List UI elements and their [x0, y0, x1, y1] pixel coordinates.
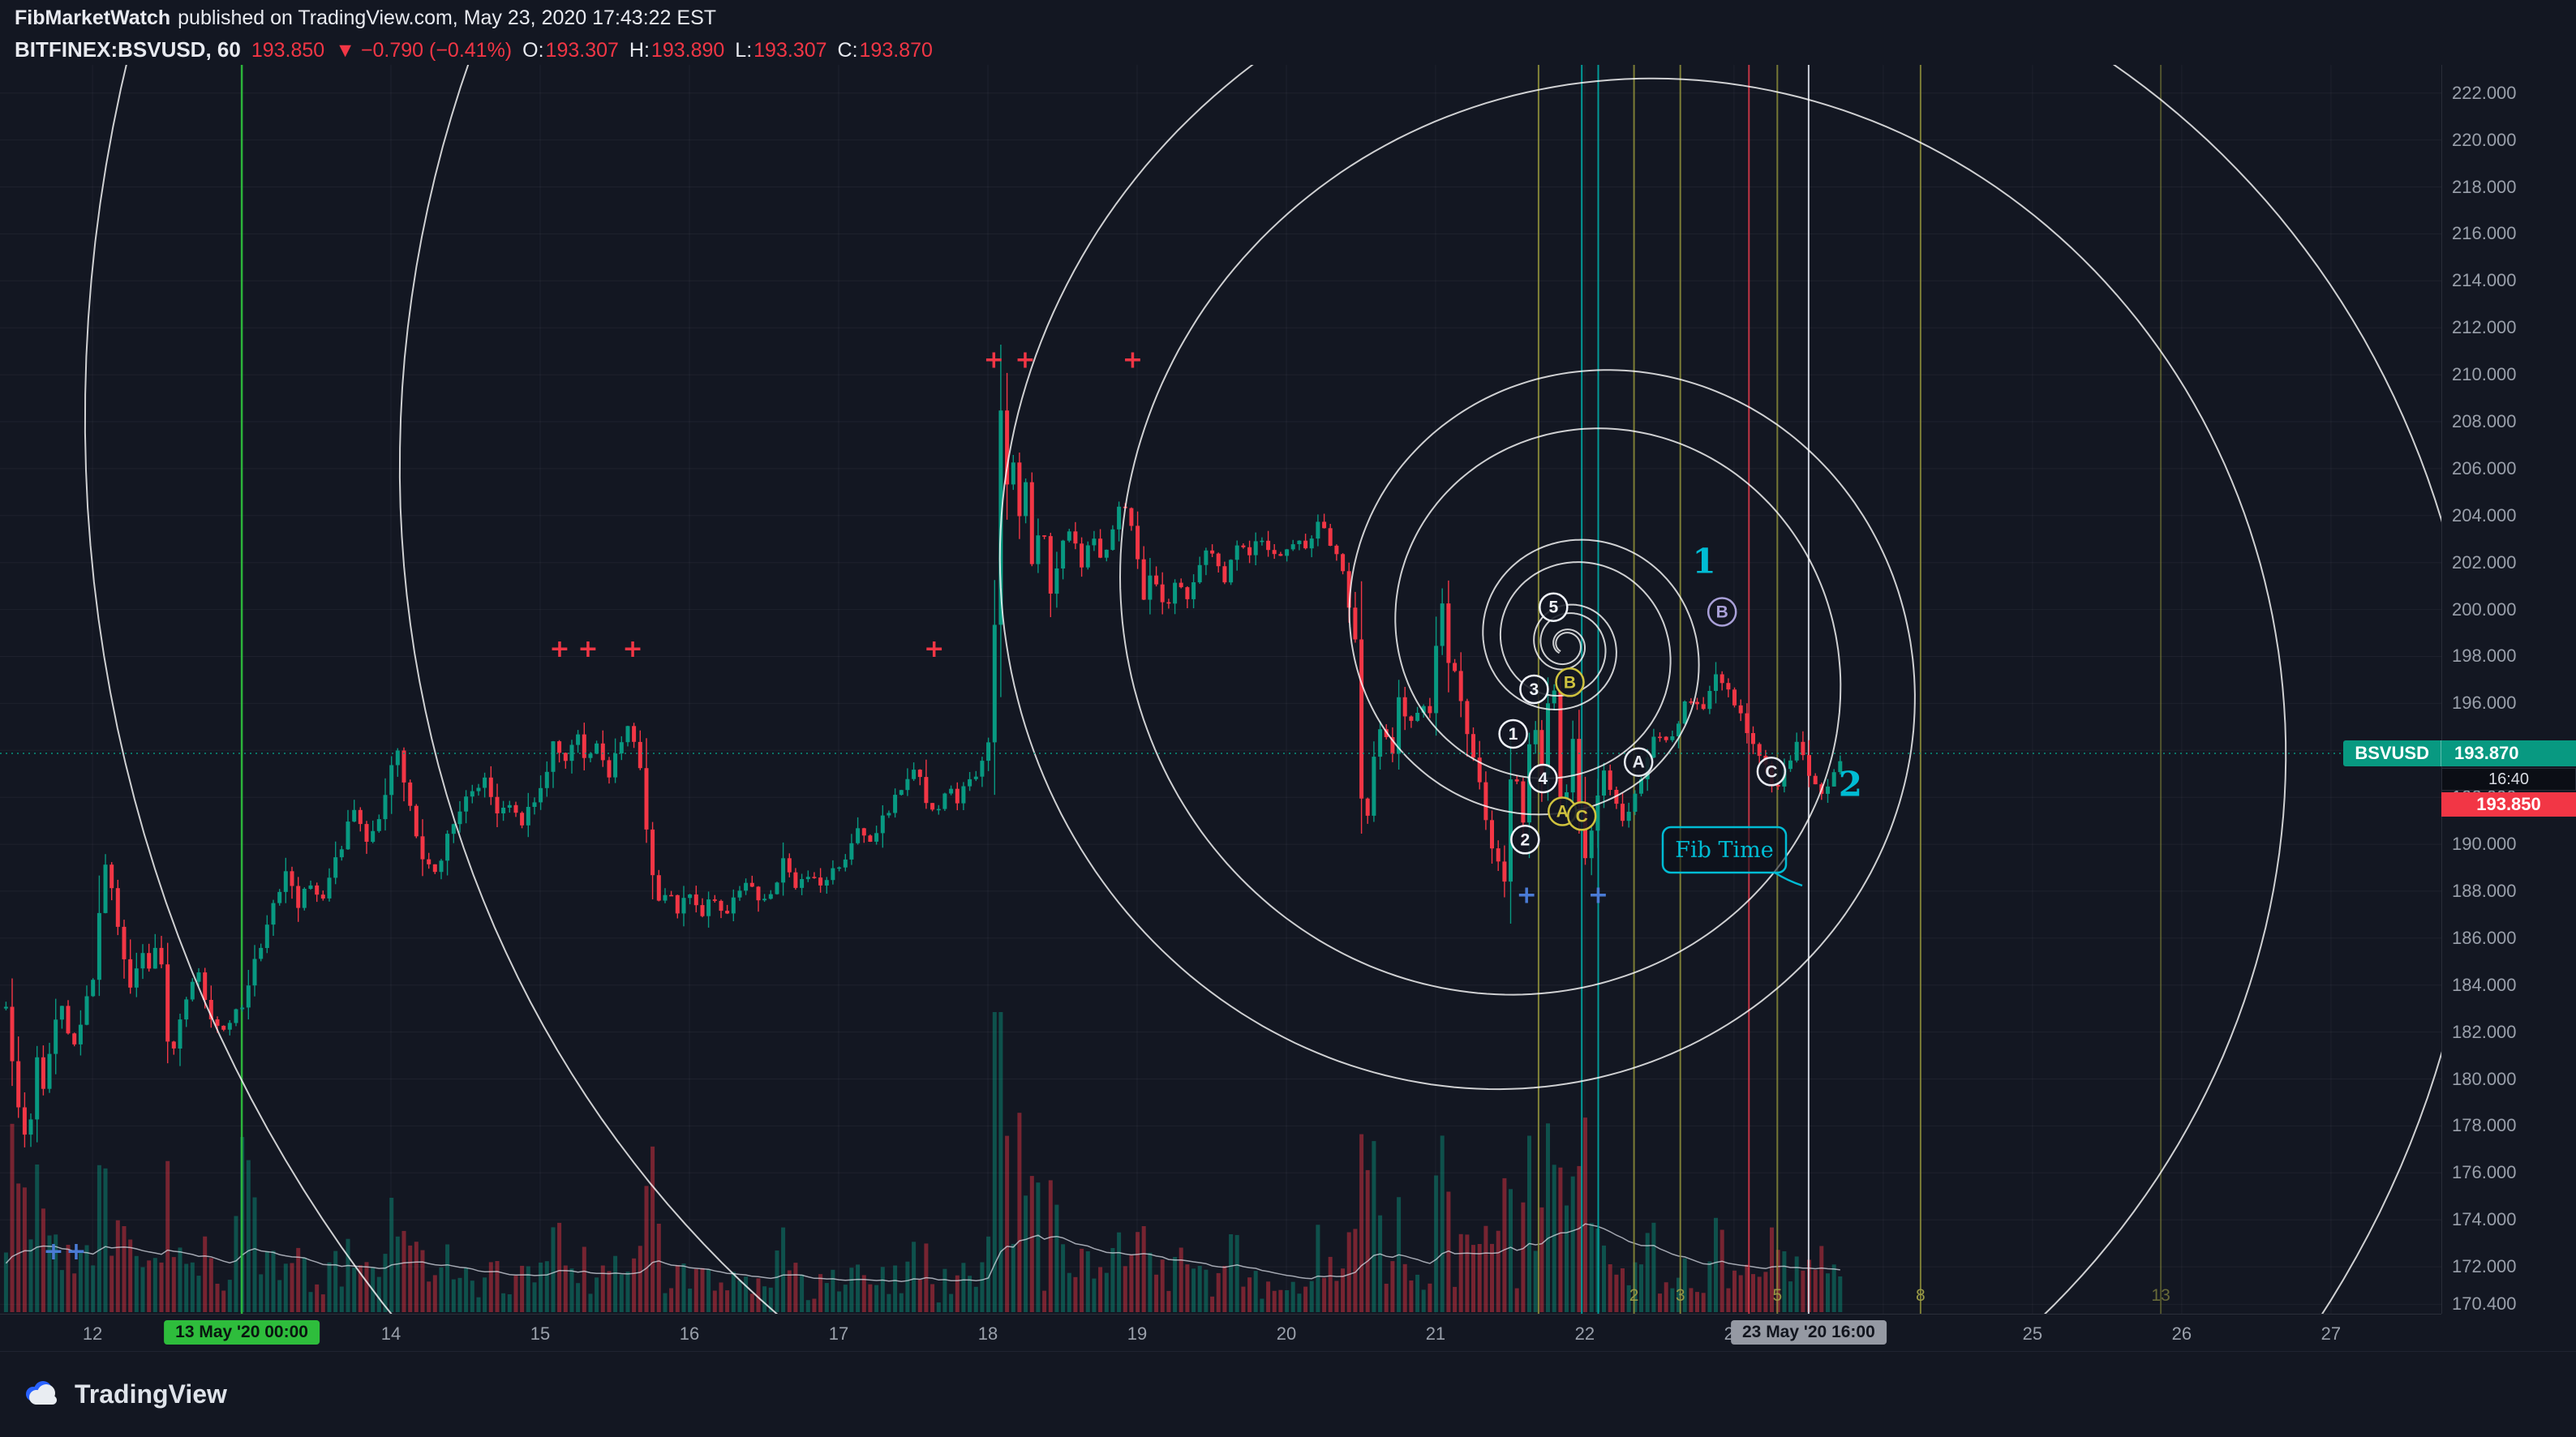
price-change: ▼ −0.790 (−0.41%) — [335, 39, 513, 62]
price-tick-label: 186.000 — [2452, 927, 2517, 948]
time-tick-label: 19 — [1127, 1323, 1148, 1344]
svg-text:+: + — [43, 1238, 63, 1266]
svg-text:1: 1 — [1509, 725, 1518, 744]
svg-text:2: 2 — [1520, 830, 1530, 849]
svg-text:2: 2 — [1629, 1286, 1639, 1305]
price-tick-label: 208.000 — [2452, 411, 2517, 431]
price-tick-label: 182.000 — [2452, 1021, 2517, 1042]
price-tick-label: 200.000 — [2452, 598, 2517, 620]
high-label: H: — [629, 39, 650, 62]
svg-text:2: 2 — [1839, 765, 1862, 804]
time-tick-label: 14 — [380, 1323, 401, 1344]
price-tick-label: 176.000 — [2452, 1162, 2517, 1183]
svg-text:+: + — [1517, 882, 1537, 910]
price-tick-label: 190.000 — [2452, 834, 2517, 855]
svg-text:3: 3 — [1676, 1286, 1685, 1305]
time-tick-label: 16 — [679, 1323, 700, 1344]
price-tick-label: 214.000 — [2452, 270, 2517, 291]
current-time-badge: 23 May '20 16:00 — [1731, 1320, 1887, 1345]
price-tick-label: 170.400 — [2452, 1293, 2517, 1315]
last-price-value: 193.850 — [251, 39, 325, 62]
price-tick-label: 196.000 — [2452, 693, 2517, 714]
price-tick-label: 204.000 — [2452, 504, 2517, 525]
price-tick-label: 198.000 — [2452, 646, 2517, 667]
low-label: L: — [735, 39, 753, 62]
price-tick-label: 174.000 — [2452, 1209, 2517, 1230]
svg-text:B: B — [1716, 603, 1728, 622]
svg-text:+: + — [66, 1238, 86, 1266]
author-name[interactable]: FibMarketWatch — [15, 6, 171, 29]
close-value: 193.870 — [859, 39, 933, 62]
price-tick-label: 220.000 — [2452, 129, 2517, 150]
svg-text:4: 4 — [1539, 770, 1548, 788]
svg-text:+: + — [1015, 346, 1035, 375]
price-tick-label: 188.000 — [2452, 880, 2517, 901]
price-tick-label: 178.000 — [2452, 1115, 2517, 1136]
svg-text:+: + — [577, 635, 598, 663]
time-tick-label: 25 — [2022, 1323, 2043, 1344]
chart-plot-region[interactable]: + + + + + + + + + + +2 3 5 8 13 1 2 3 4 5 A B C A B C 1 2 Fib Time — [0, 65, 2441, 1314]
symbol-ohlc-bar: BITFINEX:BSVUSD, 60 193.850 ▼ −0.790 (−0… — [15, 37, 933, 62]
svg-text:3: 3 — [1530, 680, 1539, 699]
price-tick-label: 218.000 — [2452, 176, 2517, 197]
svg-text:+: + — [549, 635, 569, 663]
svg-text:C: C — [1765, 762, 1777, 781]
price-tick-label: 194.000 — [2452, 740, 2517, 761]
open-value: 193.307 — [545, 39, 619, 62]
price-tick-label: 210.000 — [2452, 364, 2517, 385]
time-tick-label: 18 — [977, 1323, 998, 1344]
svg-text:1: 1 — [1692, 542, 1715, 581]
low-value: 193.307 — [753, 39, 827, 62]
time-tick-label: 17 — [828, 1323, 849, 1344]
time-axis[interactable]: 121415161718192021222325262713 May '20 0… — [0, 1314, 2441, 1351]
svg-text:+: + — [1588, 882, 1608, 910]
time-tick-label: 12 — [82, 1323, 103, 1344]
svg-text:13: 13 — [2151, 1286, 2170, 1305]
header: FibMarketWatch published on TradingView.… — [15, 6, 933, 62]
time-tick-label: 27 — [2321, 1323, 2342, 1344]
time-tick-label: 20 — [1276, 1323, 1297, 1344]
time-tick-label: 22 — [1574, 1323, 1595, 1344]
tradingview-logo-icon[interactable] — [21, 1379, 63, 1411]
price-tick-label: 212.000 — [2452, 317, 2517, 338]
time-tick-label: 21 — [1425, 1323, 1446, 1344]
price-tick-label: 202.000 — [2452, 551, 2517, 573]
vline-time-badge: 13 May '20 00:00 — [164, 1320, 320, 1345]
high-value: 193.890 — [650, 39, 725, 62]
price-axis[interactable]: 222.000 220.000 218.000 216.000 214.000 212.0… — [2441, 65, 2576, 1314]
footer-bar: TradingView — [0, 1351, 2576, 1437]
time-tick-label: 26 — [2171, 1323, 2192, 1344]
price-tick-label: 192.000 — [2452, 787, 2517, 808]
svg-text:+: + — [1123, 346, 1143, 375]
svg-text:B: B — [1564, 673, 1576, 692]
svg-text:+: + — [984, 346, 1004, 375]
symbol-title[interactable]: BITFINEX:BSVUSD, 60 — [15, 37, 241, 62]
price-tick-label: 172.000 — [2452, 1256, 2517, 1277]
time-tick-label: 15 — [530, 1323, 551, 1344]
publish-info: published on TradingView.com, May 23, 20… — [178, 6, 717, 29]
svg-text:Fib Time: Fib Time — [1675, 838, 1773, 863]
svg-text:A: A — [1633, 753, 1645, 772]
price-tick-label: 180.000 — [2452, 1068, 2517, 1089]
attribution-row: FibMarketWatch published on TradingView.… — [15, 6, 933, 30]
svg-text:5: 5 — [1548, 598, 1558, 617]
price-tick-label: 216.000 — [2452, 223, 2517, 244]
svg-text:5: 5 — [1772, 1286, 1782, 1305]
price-tick-label: 222.000 — [2452, 82, 2517, 103]
price-tick-label: 206.000 — [2452, 457, 2517, 478]
svg-text:A: A — [1556, 803, 1569, 821]
price-tick-label: 184.000 — [2452, 974, 2517, 995]
tradingview-logo-text[interactable]: TradingView — [75, 1379, 227, 1409]
svg-text:C: C — [1576, 807, 1588, 826]
svg-text:+: + — [623, 635, 643, 663]
open-label: O: — [522, 39, 544, 62]
svg-text:+: + — [924, 635, 944, 663]
close-label: C: — [837, 39, 858, 62]
svg-text:8: 8 — [1916, 1286, 1926, 1305]
